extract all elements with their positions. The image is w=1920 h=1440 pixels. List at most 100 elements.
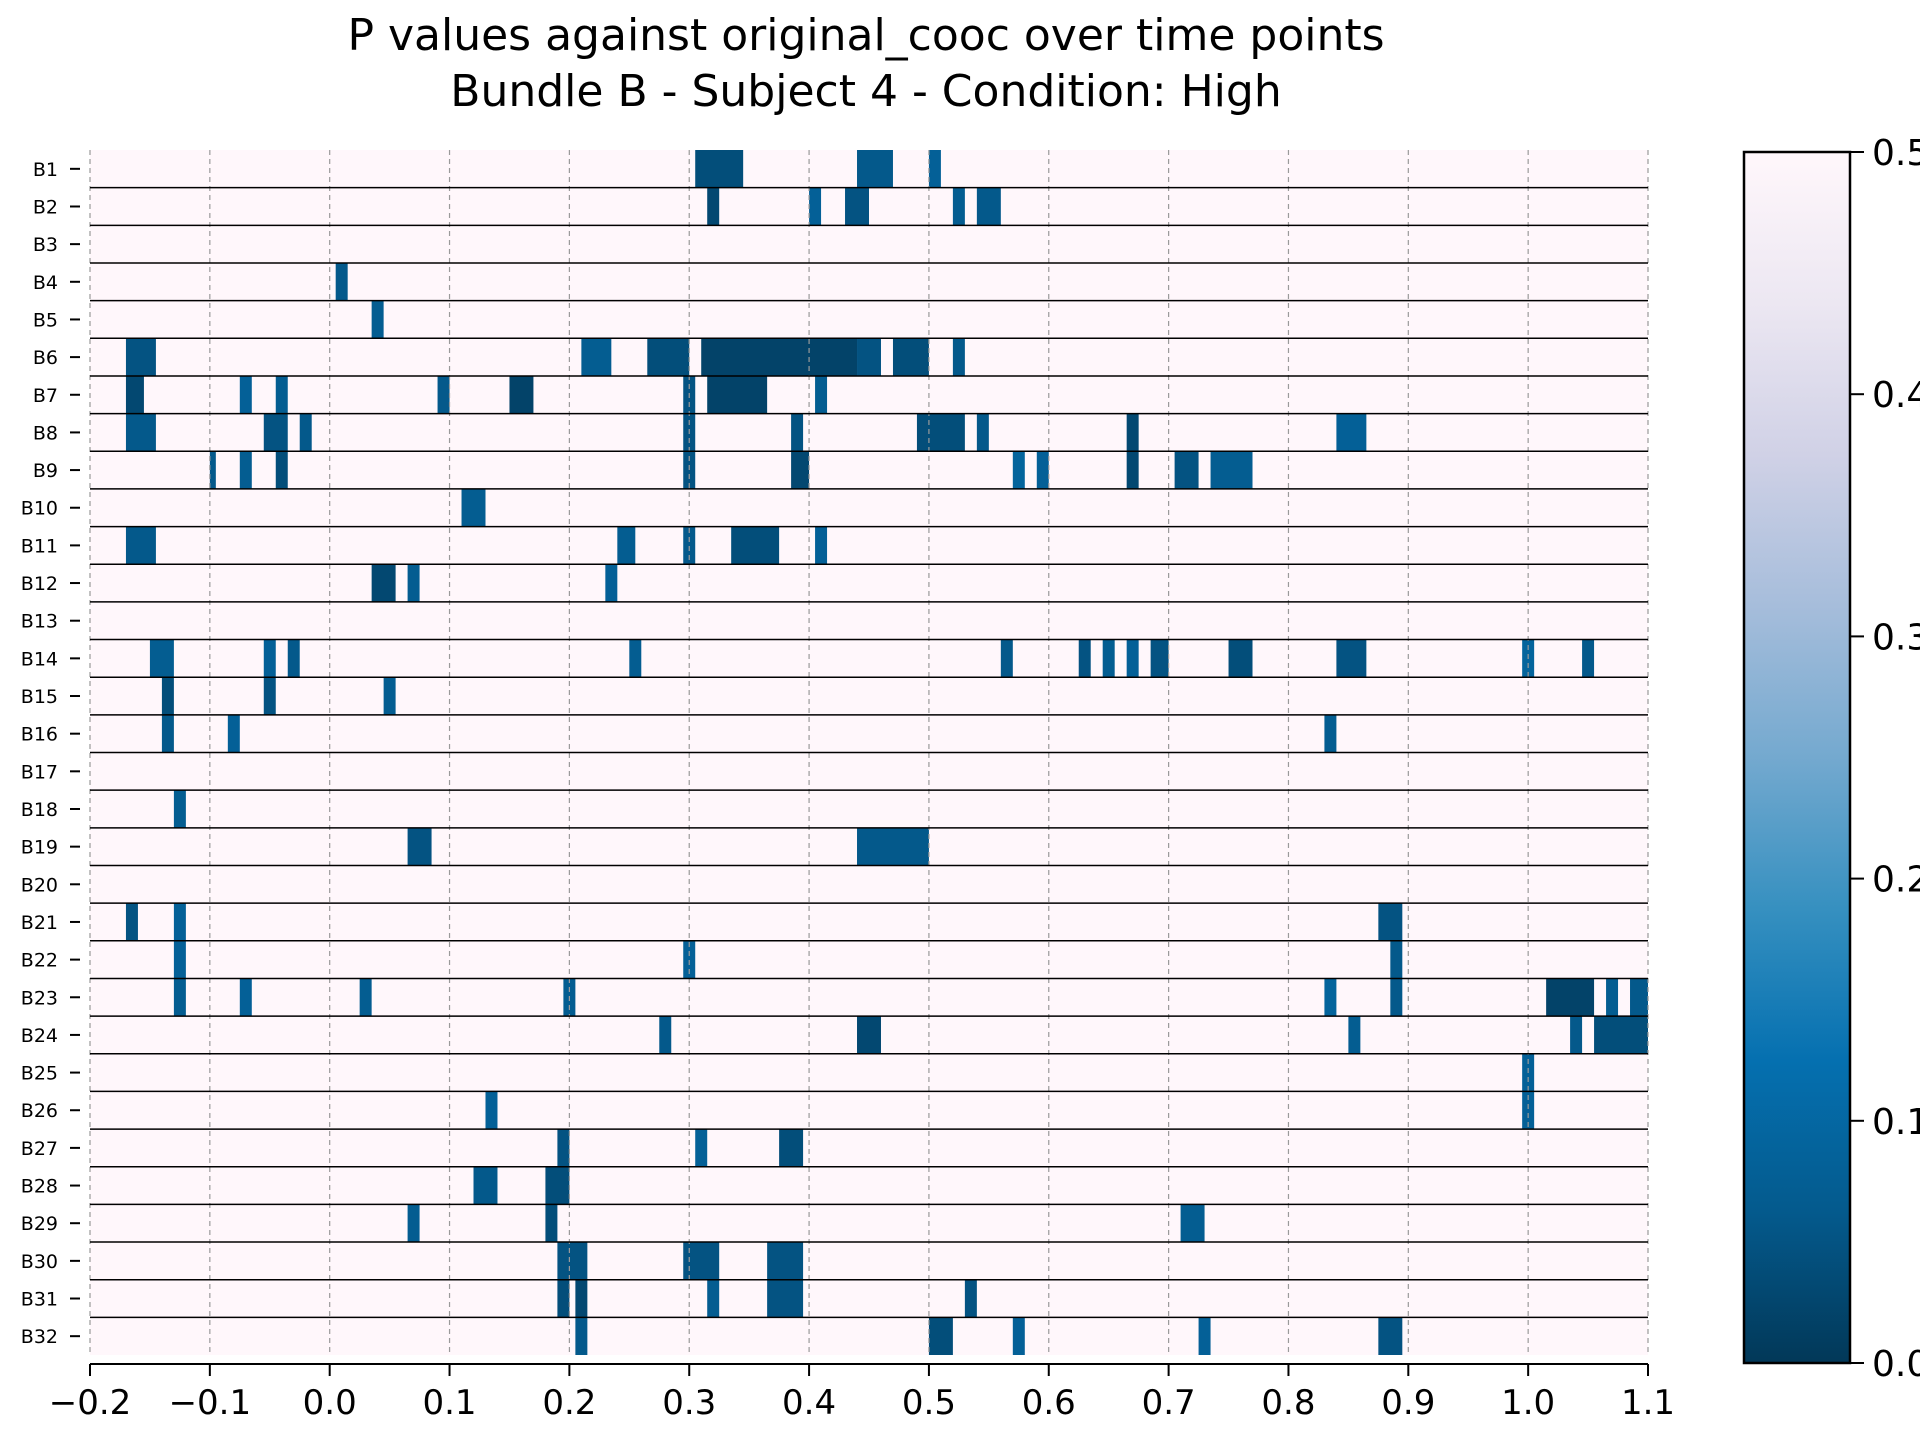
heatmap-cell	[161, 677, 174, 715]
heatmap-cell	[173, 903, 186, 941]
heatmap-cell	[227, 714, 240, 753]
heatmap-cell	[173, 790, 186, 828]
heatmap-cell	[173, 940, 186, 979]
x-tick-label: 0.1	[422, 1383, 476, 1423]
heatmap-cell	[557, 1279, 570, 1318]
heatmap-cell	[1180, 1204, 1205, 1243]
heatmap-row-background	[90, 1317, 1648, 1355]
heatmap-cell	[767, 1242, 804, 1280]
y-tick-label: B22	[21, 950, 58, 972]
heatmap-cell	[1126, 413, 1139, 452]
y-tick-label: B13	[21, 611, 58, 633]
heatmap-cell	[1378, 1317, 1403, 1355]
heatmap-cell	[683, 526, 696, 565]
chart-title-line1: P values against original_cooc over time…	[347, 10, 1384, 61]
y-tick-label: B9	[33, 460, 58, 482]
heatmap-cell	[1228, 639, 1253, 678]
x-tick-label: 0.2	[542, 1383, 596, 1423]
heatmap-cell	[892, 338, 929, 376]
heatmap-cell	[125, 413, 156, 452]
x-tick-label: 1.1	[1621, 1383, 1675, 1423]
heatmap-row-background	[90, 1053, 1648, 1092]
x-tick-label: 0.9	[1381, 1383, 1435, 1423]
heatmap-row-background	[90, 413, 1648, 452]
heatmap-cell	[791, 451, 810, 489]
heatmap-row-background	[90, 451, 1648, 489]
heatmap-cell	[707, 187, 720, 226]
heatmap-cell	[617, 526, 636, 565]
colorbar-gradient	[1742, 150, 1852, 1365]
x-tick-label: 0.7	[1142, 1383, 1196, 1423]
heatmap-cell	[581, 338, 612, 376]
heatmap-cell	[407, 564, 420, 602]
y-tick-label: B3	[33, 234, 58, 256]
heatmap-cell	[1036, 451, 1049, 489]
colorbar-tick-label: 0.5	[1872, 133, 1920, 174]
heatmap-cell	[1546, 978, 1595, 1017]
heatmap-cell	[791, 413, 804, 452]
y-tick-label: B31	[21, 1289, 58, 1311]
x-tick-label: 0.8	[1261, 1383, 1315, 1423]
y-tick-label: B20	[21, 874, 58, 896]
heatmap-row-background	[90, 639, 1648, 678]
plot-area: B1 B2 B3 B4 B5 B6 B7 B8 B9 B10 B11 B12 B13 B14 B15 B16 B…	[21, 150, 1675, 1423]
heatmap-cell	[383, 677, 396, 715]
colorbar-tick-label: 0.1	[1872, 1102, 1920, 1143]
heatmap-cell	[928, 1317, 953, 1355]
heatmap-cell	[779, 1129, 804, 1167]
heatmap-row-background	[90, 940, 1648, 979]
colorbar-tick-label: 0.3	[1872, 617, 1920, 658]
heatmap-cell	[161, 714, 174, 753]
x-tick-label: 1.0	[1501, 1383, 1555, 1423]
heatmap-cell	[815, 526, 828, 565]
heatmap-cell	[125, 526, 156, 565]
heatmap-cell	[1324, 714, 1337, 753]
heatmap-cell	[1012, 1317, 1025, 1355]
x-tick-label: 0.4	[782, 1383, 836, 1423]
heatmap-row-background	[90, 865, 1648, 904]
heatmap-cell	[437, 375, 450, 414]
heatmap-cell	[1570, 1016, 1583, 1054]
heatmap-cell	[545, 1204, 558, 1243]
heatmap-row-background	[90, 488, 1648, 527]
colorbar: 0.0 0.1 0.2 0.3 0.4 0.5	[1742, 133, 1920, 1385]
heatmap-cell	[1198, 1317, 1211, 1355]
heatmap-row-background	[90, 300, 1648, 339]
y-tick-label: B12	[21, 573, 58, 595]
heatmap-row-background	[90, 1166, 1648, 1205]
x-tick-label: −0.2	[49, 1383, 132, 1423]
heatmap-cell	[976, 413, 989, 452]
y-tick-label: B28	[21, 1176, 58, 1198]
heatmap-cell	[1336, 413, 1367, 452]
heatmap-row-background	[90, 677, 1648, 715]
heatmap-row-background	[90, 714, 1648, 753]
y-tick-label: B7	[33, 385, 58, 407]
heatmap-cell	[964, 1279, 977, 1318]
heatmap-cell	[1390, 978, 1403, 1017]
heatmap-row-background	[90, 262, 1648, 301]
y-tick-label: B16	[21, 724, 58, 746]
heatmap-cell	[857, 338, 881, 376]
heatmap-cell	[371, 564, 396, 602]
heatmap-cell	[1150, 639, 1169, 678]
y-tick-label: B26	[21, 1100, 58, 1122]
heatmap-row-background	[90, 526, 1648, 565]
heatmap-row-background	[90, 564, 1648, 602]
heatmap-row-background	[90, 1242, 1648, 1280]
x-tick-label: 0.6	[1022, 1383, 1076, 1423]
heatmap-cell	[239, 375, 252, 414]
heatmap-row-background	[90, 790, 1648, 828]
y-tick-label: B14	[21, 648, 58, 670]
y-tick-label: B23	[21, 987, 58, 1009]
x-tick-label: −0.1	[169, 1383, 252, 1423]
y-tick-label: B17	[21, 761, 58, 783]
heatmap-row-background	[90, 1204, 1648, 1243]
heatmap-cell	[545, 1166, 570, 1205]
heatmap-cell	[629, 639, 642, 678]
heatmap-cell	[916, 413, 965, 452]
heatmap-row-background	[90, 225, 1648, 263]
heatmap-cell	[815, 375, 828, 414]
heatmap-cell	[509, 375, 534, 414]
heatmap-cell	[1012, 451, 1025, 489]
heatmap-cell	[857, 827, 929, 866]
